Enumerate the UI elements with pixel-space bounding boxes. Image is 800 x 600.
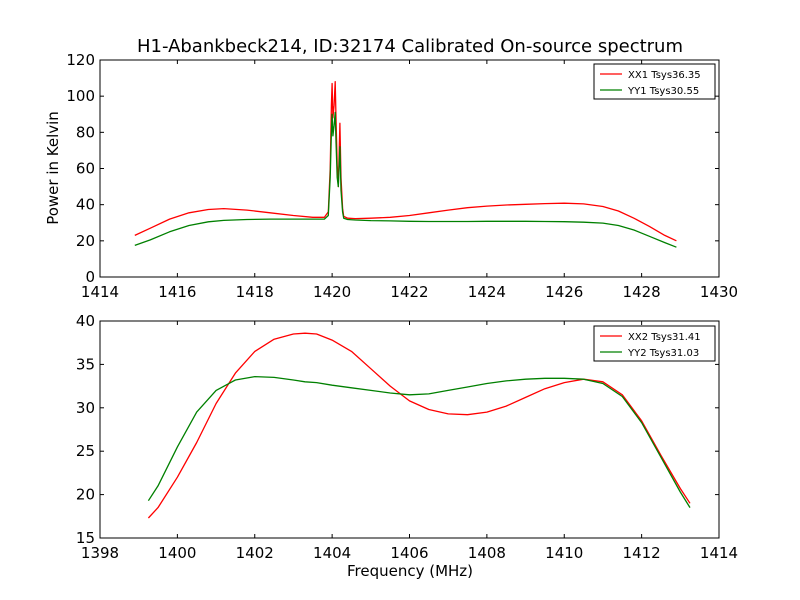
x-tick-label: 1416 <box>158 283 196 301</box>
y-tick-label: 15 <box>76 529 95 547</box>
x-axis-label: Frequency (MHz) <box>347 562 473 580</box>
x-tick-label: 1410 <box>545 544 583 562</box>
y-tick-label: 30 <box>76 399 95 417</box>
y-tick-label: 0 <box>85 268 95 286</box>
x-tick-label: 1408 <box>468 544 506 562</box>
y-tick-label: 20 <box>76 486 95 504</box>
y-tick-label: 120 <box>66 51 95 69</box>
bottom-plot-frame <box>99 320 720 539</box>
y-tick-label: 60 <box>76 160 95 178</box>
x-tick-label: 1426 <box>545 283 583 301</box>
x-tick-label: 1430 <box>700 283 738 301</box>
x-tick-label: 1412 <box>623 544 661 562</box>
y-tick-label: 20 <box>76 232 95 250</box>
legend-label-yy2: YY2 Tsys31.03 <box>627 348 699 359</box>
top-series-lines <box>134 81 677 248</box>
x-tick-label: 1424 <box>468 283 506 301</box>
chart-title: H1-Abankbeck214, ID:32174 Calibrated On-… <box>137 36 683 57</box>
legend-label-yy1: YY1 Tsys30.55 <box>627 86 699 97</box>
top-axis-ticks: 1414 1416 1418 1420 1422 1424 1426 1428 1430 0 20 4… <box>66 51 738 301</box>
top-plot: H1-Abankbeck214, ID:32174 Calibrated On-… <box>44 36 738 301</box>
y-tick-label: 100 <box>66 87 95 105</box>
x-tick-label: 1428 <box>623 283 661 301</box>
y-tick-label: 80 <box>76 123 95 141</box>
legend-label-xx1: XX1 Tsys36.35 <box>628 70 701 81</box>
x-tick-label: 1402 <box>236 544 274 562</box>
series-line-yy1 <box>134 111 677 248</box>
x-tick-label: 1414 <box>81 283 119 301</box>
y-tick-label: 25 <box>76 442 95 460</box>
x-tick-label: 1406 <box>390 544 428 562</box>
series-line-xx2 <box>147 332 691 519</box>
bottom-axis-ticks: 1398 1400 1402 1404 1406 1408 1410 1412 1414 15 20… <box>76 312 738 562</box>
y-tick-label: 35 <box>76 355 95 373</box>
x-tick-label: 1422 <box>390 283 428 301</box>
bottom-legend-box <box>593 325 716 362</box>
top-plot-frame <box>99 59 720 278</box>
legend-label-xx2: XX2 Tsys31.41 <box>628 332 701 343</box>
y-tick-label: 40 <box>76 312 95 330</box>
x-tick-label: 1420 <box>313 283 351 301</box>
y-tick-label: 40 <box>76 196 95 214</box>
x-tick-label: 1400 <box>158 544 196 562</box>
series-line-yy2 <box>147 375 691 508</box>
x-tick-label: 1418 <box>236 283 274 301</box>
top-legend-box <box>593 63 716 100</box>
bottom-plot: Frequency (MHz) 1398 1400 1402 1404 1406 1408… <box>76 312 738 580</box>
y-axis-label: Power in Kelvin <box>44 111 62 225</box>
bottom-legend: XX2 Tsys31.41 YY2 Tsys31.03 <box>593 325 716 362</box>
bottom-series-lines <box>147 332 691 519</box>
x-tick-label: 1404 <box>313 544 351 562</box>
x-tick-label: 1414 <box>700 544 738 562</box>
x-tick-label: 1398 <box>81 544 119 562</box>
top-legend: XX1 Tsys36.35 YY1 Tsys30.55 <box>593 63 716 100</box>
